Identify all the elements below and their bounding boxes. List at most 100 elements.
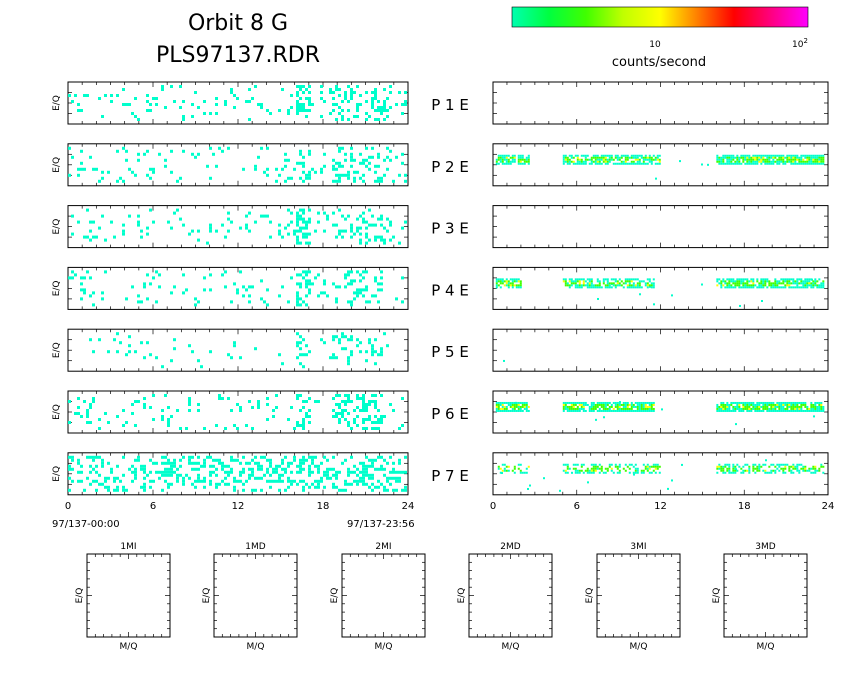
count-cell [290, 461, 293, 465]
count-cell [209, 273, 212, 277]
count-cell [266, 167, 269, 171]
count-cell [116, 350, 119, 354]
count-cell [311, 458, 314, 462]
count-cell [820, 160, 823, 163]
count-cell [401, 226, 404, 230]
count-cell [752, 156, 755, 159]
count-cell [335, 473, 338, 477]
count-cell [507, 401, 510, 404]
count-cell [299, 106, 302, 109]
count-cell [580, 158, 583, 161]
count-cell [736, 156, 739, 159]
count-cell [107, 170, 110, 174]
count-cell [314, 276, 317, 280]
count-cell [818, 405, 821, 408]
count-cell [758, 407, 761, 410]
count-cell [590, 403, 593, 406]
count-cell [146, 226, 149, 230]
count-cell [371, 400, 374, 403]
count-cell [630, 278, 633, 281]
count-cell [209, 112, 212, 115]
count-cell [766, 156, 769, 159]
count-cell [760, 160, 763, 163]
count-cell [362, 476, 365, 480]
count-cell [254, 220, 257, 224]
count-cell [170, 467, 173, 471]
count-cell [356, 479, 359, 483]
mass-panel-title: 1MI [120, 542, 136, 552]
count-cell [722, 409, 725, 412]
count-cell [503, 405, 506, 408]
count-cell [257, 476, 260, 480]
count-cell [314, 455, 317, 459]
count-cell [750, 286, 753, 289]
count-cell [594, 405, 597, 408]
plot-title: Orbit 8 G [188, 11, 288, 36]
count-cell [770, 282, 773, 285]
count-cell [209, 479, 212, 483]
count-cell [636, 156, 639, 159]
count-cell [499, 282, 502, 285]
count-cell [218, 397, 221, 400]
count-cell [802, 280, 805, 283]
count-cell [630, 407, 633, 410]
count-cell [784, 162, 787, 165]
count-cell [760, 278, 763, 281]
x-tick-label: 0 [65, 501, 71, 512]
count-cell [296, 294, 299, 298]
count-cell [149, 470, 152, 474]
count-cell [513, 401, 516, 404]
count-cell [566, 407, 569, 410]
count-cell [128, 467, 131, 471]
count-cell [578, 409, 581, 412]
count-cell [794, 465, 797, 468]
count-cell [377, 155, 380, 159]
count-cell [122, 232, 125, 236]
count-cell [263, 473, 266, 477]
count-cell [782, 471, 785, 474]
count-cell [242, 482, 245, 486]
count-cell [347, 118, 350, 121]
count-cell [808, 407, 811, 410]
count-cell [254, 455, 257, 459]
count-cell [517, 409, 520, 412]
count-cell [804, 278, 807, 281]
count-cell [362, 397, 365, 400]
count-cell [788, 156, 791, 159]
count-cell [495, 407, 498, 410]
count-cell [572, 463, 575, 466]
count-cell [260, 476, 263, 480]
count-cell [618, 162, 621, 165]
count-cell [646, 156, 649, 159]
count-cell [802, 162, 805, 165]
count-cell [722, 405, 725, 408]
count-cell [308, 288, 311, 292]
count-cell [636, 162, 639, 165]
count-cell [768, 156, 771, 159]
count-cell [768, 471, 771, 474]
count-cell [107, 350, 110, 354]
count-cell [104, 476, 107, 480]
count-cell [499, 407, 502, 410]
count-cell [236, 479, 239, 483]
count-cell [176, 208, 179, 212]
count-cell [622, 401, 625, 404]
count-cell [380, 214, 383, 218]
count-cell [568, 407, 571, 410]
count-cell [323, 485, 326, 489]
count-cell [794, 405, 797, 408]
count-cell [820, 407, 823, 410]
count-cell [758, 405, 761, 408]
count-cell [368, 161, 371, 165]
count-cell [770, 469, 773, 472]
count-cell [525, 405, 528, 408]
count-cell [335, 179, 338, 183]
count-cell [814, 284, 817, 287]
count-cell [580, 278, 583, 281]
count-cell [728, 280, 731, 283]
count-cell [164, 470, 167, 474]
y-axis-label: E/Q [52, 157, 62, 173]
count-cell [359, 409, 362, 412]
count-cell [272, 467, 275, 471]
count-cell [371, 100, 374, 103]
